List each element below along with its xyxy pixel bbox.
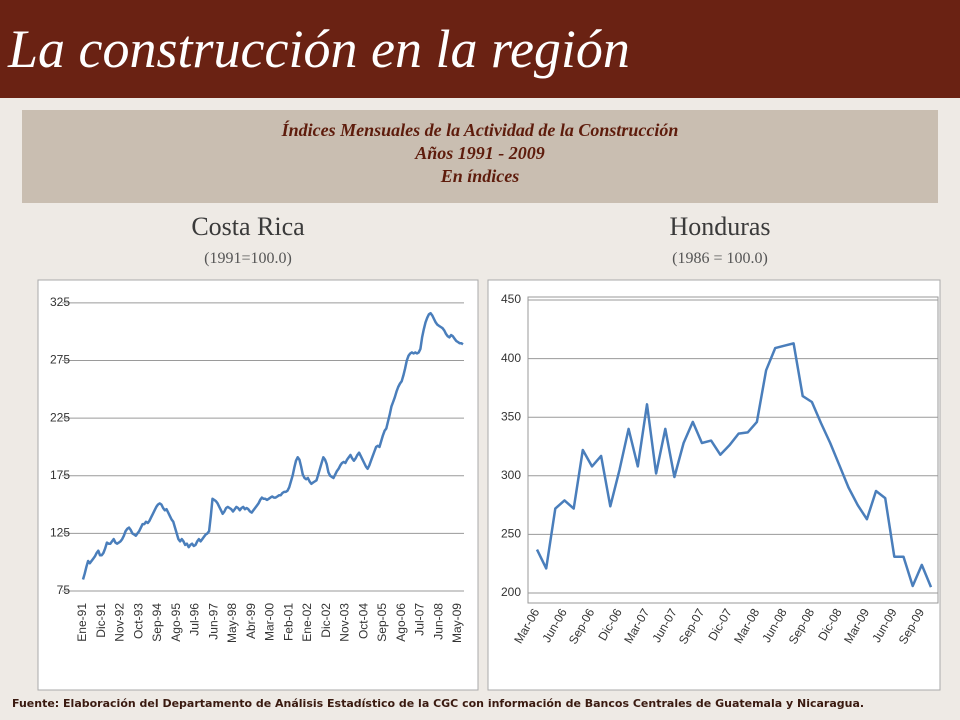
x-tick-label: Sep-94 xyxy=(150,603,164,642)
data-line xyxy=(535,342,933,588)
x-tick-label: Jun-08 xyxy=(431,603,445,640)
x-tick-label: Abr-99 xyxy=(244,603,258,639)
chart-subtitle: (1991=100.0) xyxy=(204,250,292,267)
y-tick-label: 125 xyxy=(50,526,70,540)
y-tick-label: 200 xyxy=(501,585,521,599)
x-tick-label: Ene-02 xyxy=(300,603,314,642)
x-tick-label: Ago-06 xyxy=(394,603,408,642)
footnote: Fuente: Elaboración del Departamento de … xyxy=(12,697,865,710)
x-tick-label: Sep-05 xyxy=(375,603,389,642)
x-tick-label: Jul-96 xyxy=(188,603,202,636)
header: La construcción en la región xyxy=(0,0,960,98)
banner-line: Años 1991 - 2009 xyxy=(415,143,545,163)
y-tick-label: 75 xyxy=(57,583,71,597)
x-tick-label: Oct-93 xyxy=(131,603,145,639)
y-tick-label: 400 xyxy=(501,351,521,365)
x-tick-label: May-09 xyxy=(450,603,464,643)
y-tick-label: 350 xyxy=(501,409,521,423)
y-tick-label: 300 xyxy=(501,468,521,482)
banner: Índices Mensuales de la Actividad de la … xyxy=(22,110,938,203)
y-tick-label: 325 xyxy=(50,295,70,309)
chart-frame xyxy=(487,279,941,691)
x-tick-label: Jul-07 xyxy=(413,603,427,636)
x-tick-label: Ago-95 xyxy=(169,603,183,642)
chart-title: Honduras xyxy=(669,212,771,241)
chart-title: Costa Rica xyxy=(191,212,305,241)
x-tick-label: Oct-04 xyxy=(356,603,370,639)
chart-frame xyxy=(37,279,479,691)
x-tick-label: Nov-03 xyxy=(338,603,352,642)
y-tick-label: 250 xyxy=(501,527,521,541)
chart-subtitle: (1986 = 100.0) xyxy=(672,250,768,267)
y-tick-label: 275 xyxy=(50,353,70,367)
x-tick-label: Feb-01 xyxy=(281,603,295,641)
x-tick-label: Dic-91 xyxy=(94,603,108,638)
x-tick-label: Dic-02 xyxy=(319,603,333,638)
y-tick-label: 450 xyxy=(501,292,521,306)
x-tick-label: Ene-91 xyxy=(75,603,89,642)
x-tick-label: May-98 xyxy=(225,603,239,643)
banner-line: Índices Mensuales de la Actividad de la … xyxy=(281,120,679,140)
x-tick-label: Mar-00 xyxy=(263,603,277,641)
slide-title: La construcción en la región xyxy=(8,19,630,79)
banner-line: En índices xyxy=(440,166,520,186)
y-tick-label: 225 xyxy=(50,410,70,424)
x-tick-label: Jun-97 xyxy=(206,603,220,640)
x-tick-label: Nov-92 xyxy=(113,603,127,642)
y-tick-label: 175 xyxy=(50,468,70,482)
data-line xyxy=(81,311,464,580)
plot-frame xyxy=(527,296,939,604)
